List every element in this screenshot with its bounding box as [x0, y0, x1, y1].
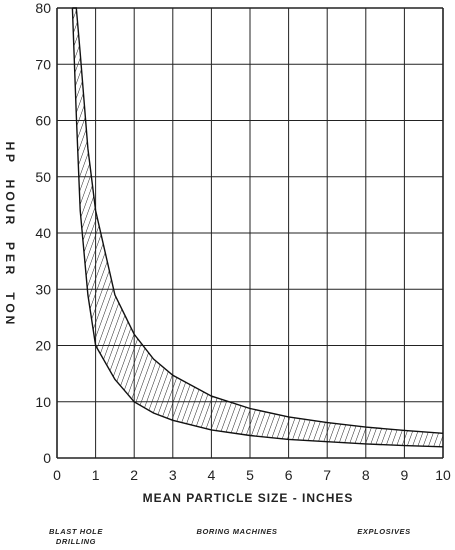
x-tick-label: 6	[285, 467, 293, 483]
x-tick-label: 10	[435, 467, 451, 483]
x-axis-label: MEAN PARTICLE SIZE - INCHES	[143, 491, 354, 505]
x-tick-label: 8	[362, 467, 370, 483]
y-tick-label: 50	[35, 169, 51, 185]
y-axis-label-letter: R	[3, 216, 17, 225]
y-axis-label-letter: P	[3, 242, 17, 250]
y-axis-label-letter: O	[3, 303, 17, 312]
x-tick-label: 0	[53, 467, 61, 483]
y-axis-label-letter: T	[3, 292, 17, 300]
band-fill	[72, 8, 444, 447]
y-axis-label-letter: P	[3, 154, 17, 162]
x-tick-label: 5	[246, 467, 254, 483]
band	[71, 7, 444, 448]
y-axis-label-letter: O	[3, 191, 17, 200]
footer-label: BORING MACHINES	[196, 527, 277, 536]
y-axis-label-letter: H	[3, 142, 17, 151]
upper-curve	[72, 7, 444, 434]
tick-labels: 0 1 2 3 4 5 6 7 8 9 10 0 10 20 30 40 50 60 70 80	[35, 0, 451, 483]
y-tick-label: 10	[35, 394, 51, 410]
y-axis-label-letter: E	[3, 254, 17, 262]
x-tick-label: 2	[130, 467, 138, 483]
y-tick-label: 40	[35, 225, 51, 241]
y-tick-label: 70	[35, 56, 51, 72]
y-tick-label: 0	[43, 450, 51, 466]
x-tick-label: 7	[323, 467, 331, 483]
grid	[56, 7, 444, 459]
y-axis-label-letter: U	[3, 204, 17, 213]
y-axis-label-letter: N	[3, 316, 17, 325]
y-tick-label: 20	[35, 338, 51, 354]
x-tick-label: 9	[401, 467, 409, 483]
footer-label: EXPLOSIVES	[357, 527, 411, 536]
y-axis-label-letter: R	[3, 266, 17, 275]
x-tick-label: 3	[169, 467, 177, 483]
x-tick-label: 1	[92, 467, 100, 483]
y-tick-label: 60	[35, 113, 51, 129]
y-tick-label: 30	[35, 281, 51, 297]
y-axis-label-letter: H	[3, 180, 17, 189]
footer-label: BLAST HOLE	[49, 527, 103, 536]
x-tick-label: 4	[208, 467, 216, 483]
lower-curve	[71, 7, 444, 448]
footer-label: DRILLING	[56, 537, 96, 546]
y-tick-label: 80	[35, 0, 51, 16]
